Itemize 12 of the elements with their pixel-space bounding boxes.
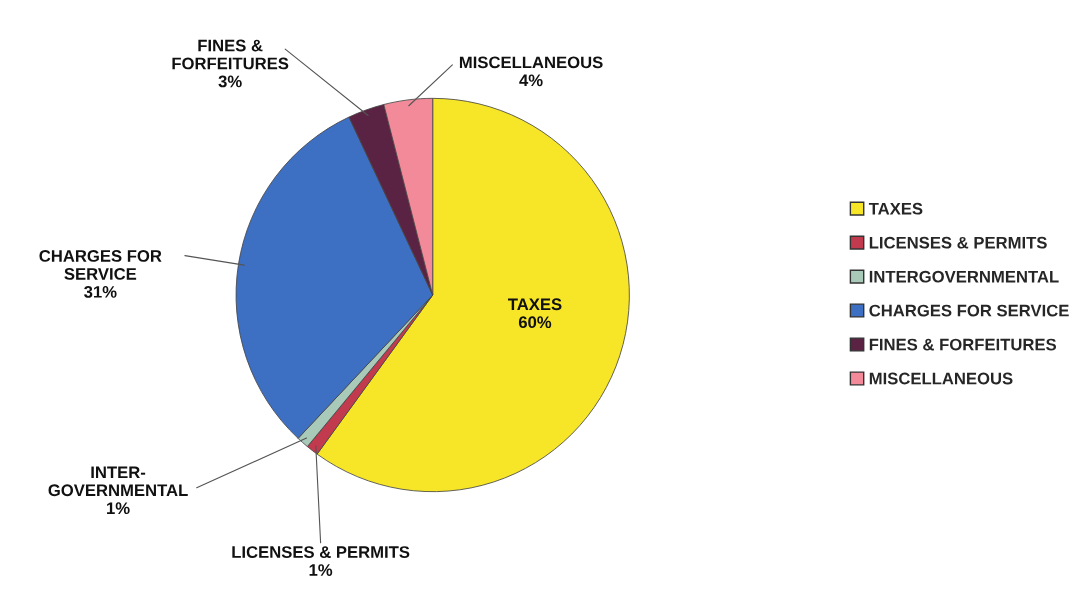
data-label: MISCELLANEOUS 4% (459, 56, 603, 87)
data-label: INTER- GOVERNMENTAL 1% (48, 466, 188, 515)
legend-label: FINES & FORFEITURES (869, 338, 1057, 351)
legend-label: INTERGOVERNMENTAL (869, 270, 1059, 283)
data-label: TAXES 60% (507, 298, 562, 329)
data-label: CHARGES FOR SERVICE 31% (39, 250, 162, 298)
legend-label: CHARGES FOR SERVICE (869, 304, 1069, 317)
data-label: LICENSES & PERMITS 1% (232, 546, 410, 576)
data-label: FINES & FORFEITURES 3% (172, 39, 289, 88)
legend-label: TAXES (868, 202, 923, 215)
legend-label: LICENSES & PERMITS (869, 236, 1047, 249)
legend-label: MISCELLANEOUS (869, 372, 1013, 385)
